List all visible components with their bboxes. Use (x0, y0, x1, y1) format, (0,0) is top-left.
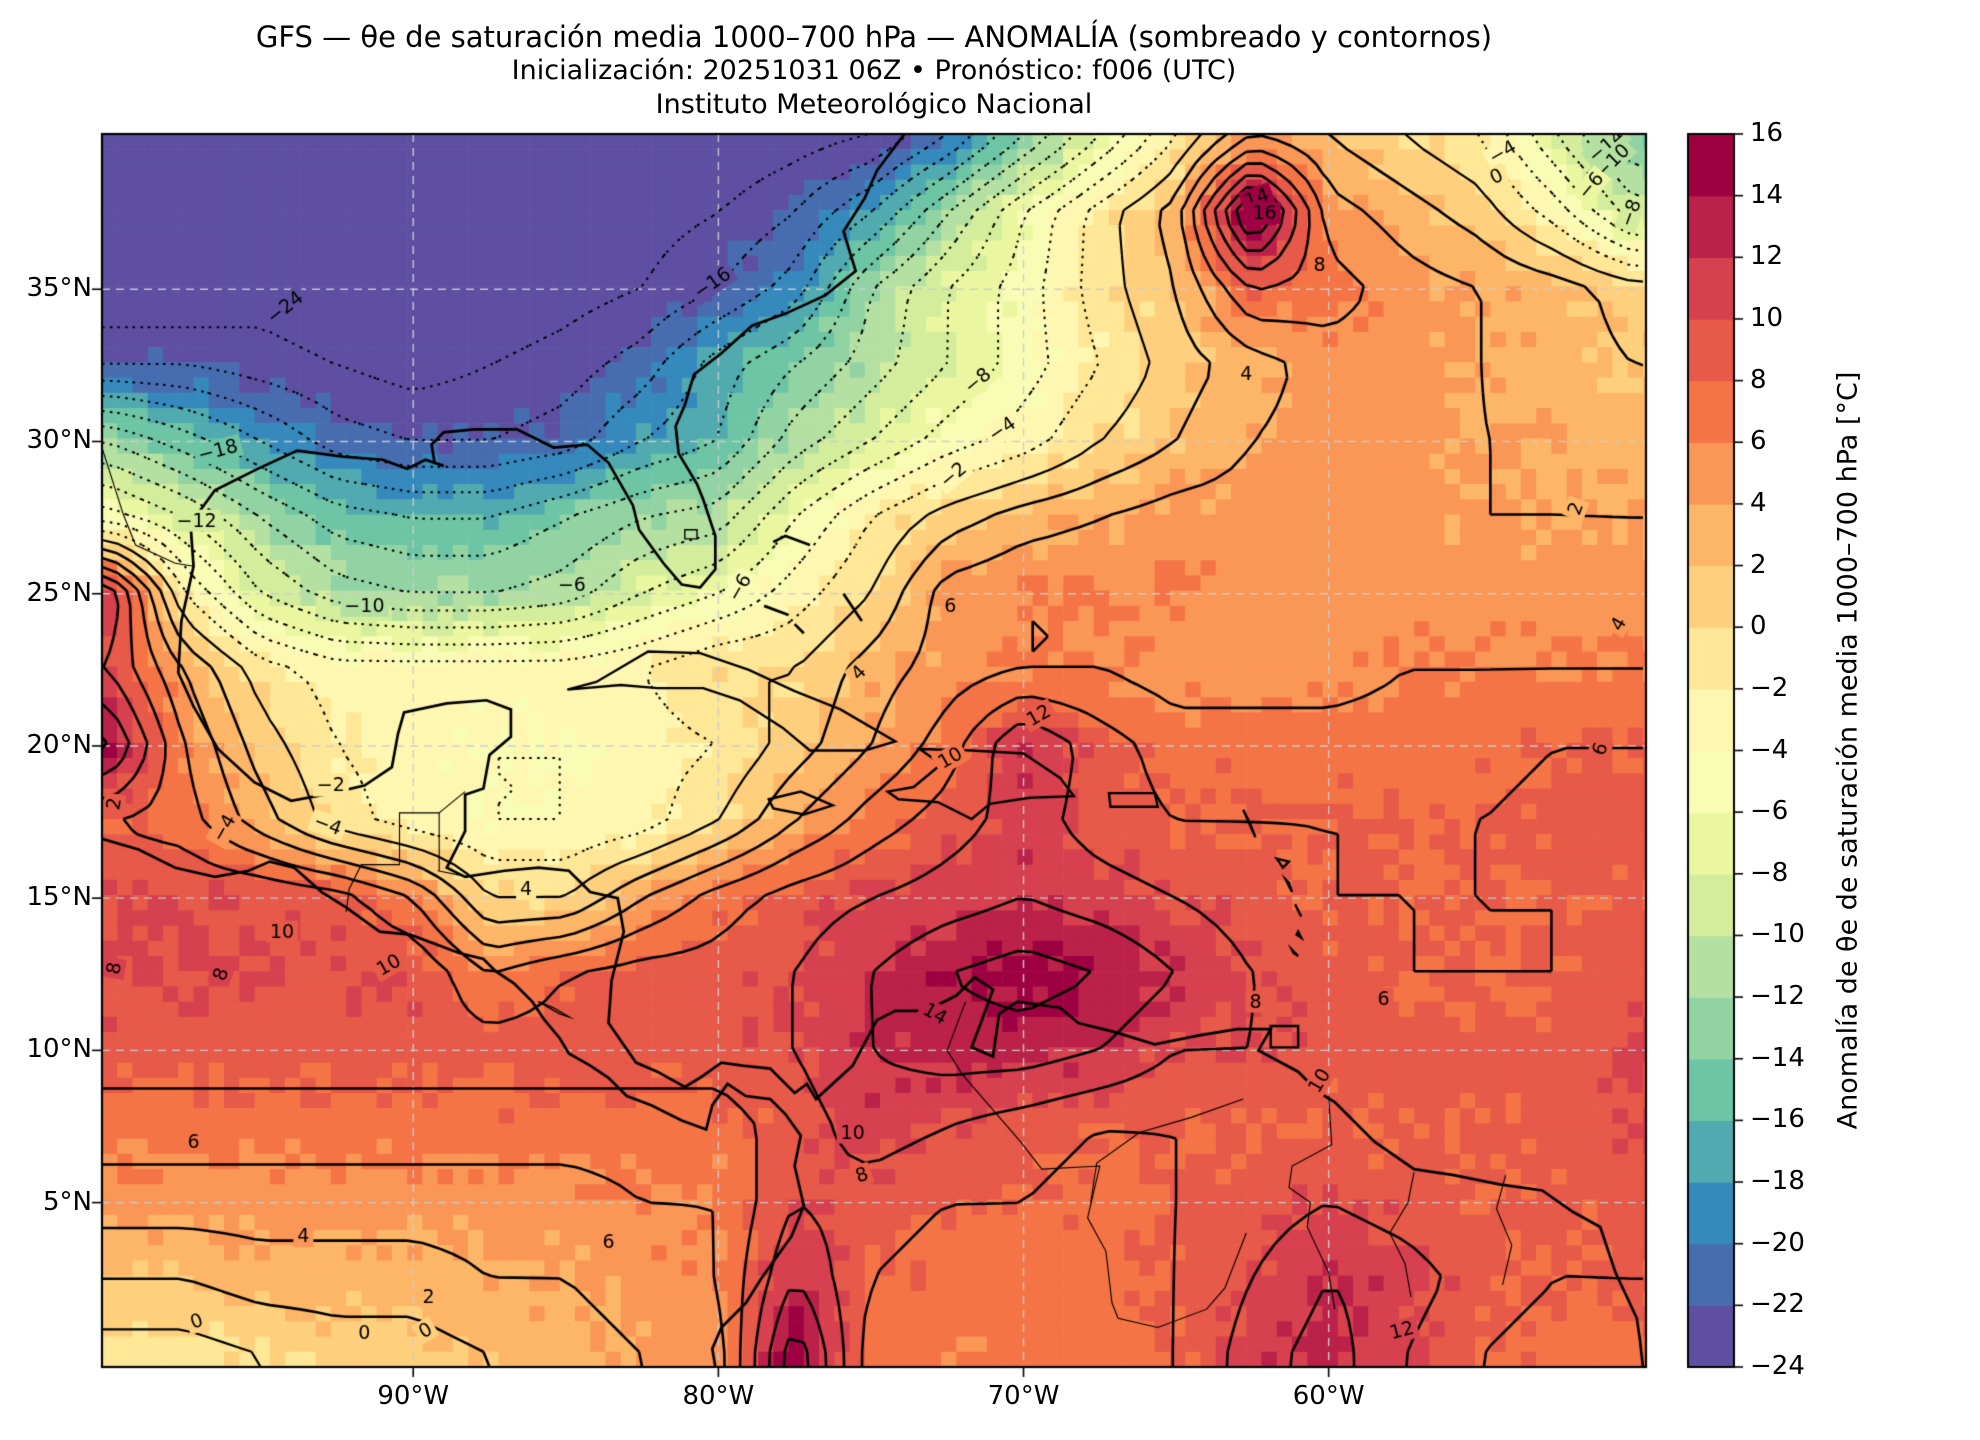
y-tick-label: 30°N (26, 425, 92, 456)
colorbar-tick-label: −18 (1750, 1166, 1805, 1197)
y-tick-label: 15°N (26, 882, 92, 913)
y-tick-label: 35°N (26, 273, 92, 304)
colorbar-tick-label: 0 (1750, 611, 1767, 642)
colorbar-tick-label: −22 (1750, 1289, 1805, 1320)
colorbar-tick-label: −20 (1750, 1227, 1805, 1258)
colorbar-tick-label: 6 (1750, 426, 1767, 457)
colorbar-tick-label: −4 (1750, 734, 1789, 765)
x-tick-label: 80°W (682, 1381, 755, 1411)
colorbar-axis-label: Anomalía de θe de saturación media 1000–… (1832, 371, 1864, 1130)
colorbar-tick-label: −6 (1750, 796, 1789, 827)
y-tick-label: 25°N (26, 577, 92, 608)
y-tick-label: 10°N (26, 1034, 92, 1065)
y-tick-label: 20°N (26, 729, 92, 760)
title-block: GFS — θe de saturación media 1000–700 hP… (102, 0, 1646, 122)
colorbar-tick-label: −2 (1750, 672, 1789, 703)
colorbar-tick-label: −14 (1750, 1042, 1805, 1073)
colorbar-tick-label: −8 (1750, 857, 1789, 888)
y-tick-label: 5°N (43, 1186, 92, 1217)
colorbar-tick-label: 12 (1750, 241, 1784, 272)
colorbar-tick-label: 8 (1750, 364, 1767, 395)
colorbar-tick-label: 4 (1750, 487, 1767, 518)
colorbar-tick-label: 2 (1750, 549, 1767, 580)
colorbar-tick-label: −16 (1750, 1104, 1805, 1135)
subtitle-institute: Instituto Meteorológico Nacional (655, 89, 1093, 120)
colorbar-tick-label: 14 (1750, 179, 1784, 210)
colorbar-tick-label: −10 (1750, 919, 1805, 950)
colorbar-tick-label: 10 (1750, 302, 1784, 333)
page-title: GFS — θe de saturación media 1000–700 hP… (255, 20, 1493, 54)
colorbar-tick-label: −12 (1750, 981, 1805, 1012)
subtitle-init-forecast: Inicialización: 20251031 06Z • Pronóstic… (511, 55, 1237, 86)
x-tick-label: 70°W (987, 1381, 1060, 1411)
x-tick-label: 60°W (1292, 1381, 1365, 1411)
colorbar-tick-label: −24 (1750, 1351, 1805, 1381)
x-tick-label: 90°W (377, 1381, 450, 1411)
colorbar-tick-label: 16 (1750, 118, 1784, 148)
